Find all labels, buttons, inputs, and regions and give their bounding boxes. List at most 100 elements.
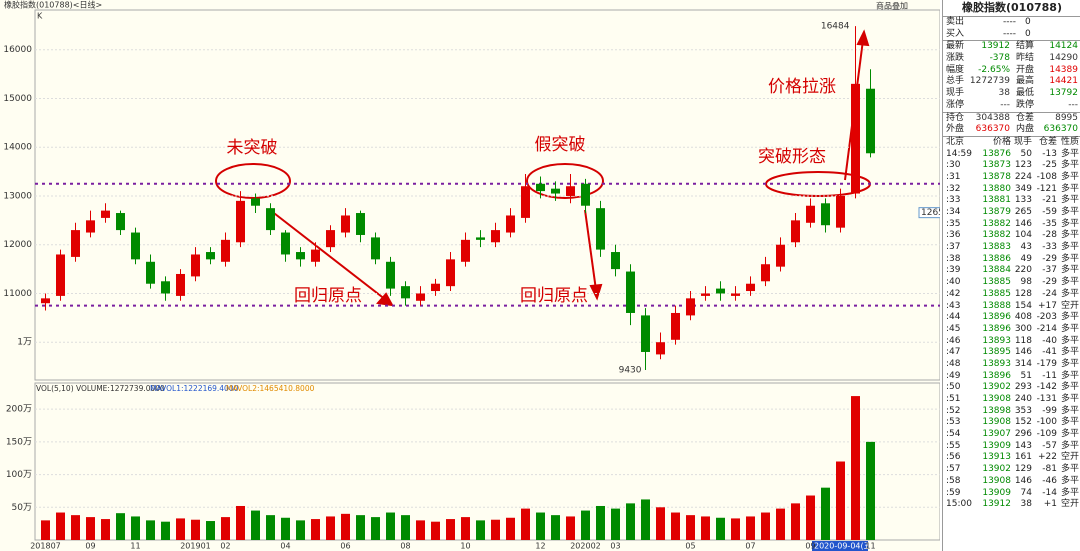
- cell: 空开: [1060, 499, 1079, 510]
- candle-body: [236, 200, 245, 243]
- volume-bar: [686, 515, 695, 540]
- cell: 幅度: [946, 64, 965, 75]
- tick-row: :59 13909 74 -14 多平: [943, 488, 1080, 500]
- tick-row: :35 13882 146 -35 多平: [943, 219, 1080, 231]
- cell: 240: [1014, 394, 1032, 404]
- volume-bar: [461, 517, 470, 540]
- annotation: 价格拉涨: [768, 77, 836, 97]
- cell: 314: [1014, 358, 1032, 369]
- high-label: 16484: [821, 22, 850, 32]
- cell: -179: [1036, 358, 1057, 369]
- candle-body: [821, 203, 830, 226]
- cell: 多平: [1060, 358, 1079, 369]
- x-tick-label: 06: [340, 542, 350, 551]
- volume-bar: [866, 441, 875, 540]
- cell: :51: [946, 394, 961, 404]
- candle-body: [311, 249, 320, 262]
- cell: -33: [1042, 242, 1057, 253]
- cell: 14290: [1049, 53, 1078, 64]
- volume-bar: [341, 513, 350, 540]
- cell: 300: [1014, 323, 1032, 334]
- cell: -99: [1042, 405, 1057, 416]
- cell: 多平: [1060, 253, 1079, 264]
- cell: 多平: [1060, 265, 1079, 276]
- volume-bar: [206, 521, 215, 540]
- cell: -131: [1036, 394, 1057, 404]
- cell: 13885: [982, 288, 1011, 299]
- cell: 13896: [982, 312, 1011, 323]
- candle-body: [416, 293, 425, 301]
- tick-row: :46 13893 118 -40 多平: [943, 336, 1080, 348]
- cell: :38: [946, 253, 961, 264]
- cell: -21: [1042, 195, 1057, 206]
- cell: ---: [1000, 99, 1010, 110]
- cell: 14124: [1049, 41, 1078, 52]
- cell: 1272739: [969, 76, 1010, 87]
- cell: 性质: [1060, 136, 1079, 147]
- cell: 多平: [1060, 335, 1079, 346]
- cell: 最高: [1016, 76, 1035, 87]
- volume-legend: MAVOL2:1465410.8000: [226, 384, 315, 393]
- annotation: 未突破: [227, 138, 278, 158]
- cell: 98: [1020, 277, 1032, 288]
- cell: 多平: [1060, 183, 1079, 194]
- cell: +1: [1043, 499, 1057, 510]
- candle-body: [461, 239, 470, 262]
- cell: -121: [1036, 183, 1057, 194]
- volume-frame: [34, 382, 940, 541]
- volume-bar: [791, 503, 800, 540]
- candle-body: [671, 312, 680, 340]
- candle-body: [281, 232, 290, 255]
- cell: 13896: [982, 370, 1011, 381]
- volume-bar: [701, 516, 710, 540]
- volume-bar: [101, 519, 110, 540]
- cell: :45: [946, 323, 961, 334]
- cell: 13886: [982, 253, 1011, 264]
- x-tick-label: 05: [685, 542, 695, 551]
- cell: -40: [1042, 335, 1057, 346]
- arrowhead: [376, 292, 394, 307]
- volume-bar: [296, 520, 305, 540]
- x-tick-label: 02: [220, 542, 230, 551]
- cell: 13879: [982, 207, 1011, 217]
- cell: 14:59: [946, 148, 972, 159]
- cell: :52: [946, 405, 961, 416]
- overlay-button[interactable]: 商品叠加: [876, 1, 908, 11]
- volume-bar: [566, 516, 575, 540]
- y-tick-label: 200万: [6, 405, 32, 415]
- cell: 129: [1014, 464, 1032, 475]
- candle-body: [746, 283, 755, 292]
- cell: -11: [1042, 370, 1057, 381]
- volume-bar: [581, 510, 590, 540]
- arrow: [584, 209, 597, 291]
- cell: 13902: [982, 382, 1011, 393]
- cell: 13878: [982, 171, 1011, 182]
- cell: :53: [946, 417, 961, 428]
- volume-bar: [821, 487, 830, 540]
- volume-bar: [191, 519, 200, 540]
- cell: 349: [1014, 183, 1032, 194]
- tick-row: :49 13896 51 -11 多平: [943, 371, 1080, 383]
- volume-legend: VOL(5,10) VOLUME:1272739.0000: [36, 384, 165, 393]
- cell: :56: [946, 452, 961, 463]
- cell: 外盘: [946, 124, 965, 135]
- tick-row: :55 13909 143 -57 多平: [943, 441, 1080, 453]
- cell: 118: [1014, 335, 1032, 346]
- candle-body: [386, 261, 395, 289]
- ellipse: [215, 163, 291, 199]
- cell: -46: [1042, 475, 1057, 486]
- x-tick-label: 12: [535, 542, 545, 551]
- cell: 卖出: [946, 17, 965, 27]
- cell: 13912: [981, 41, 1010, 52]
- candle-body: [551, 188, 560, 194]
- x-tick-label: 09: [805, 542, 815, 551]
- volume-bar: [131, 516, 140, 540]
- cell: 293: [1014, 382, 1032, 393]
- candle-body: [626, 271, 635, 313]
- volume-bar: [746, 516, 755, 540]
- tick-row: 15:00 13912 38 +1 空开: [943, 499, 1080, 511]
- candle-body: [866, 88, 875, 154]
- cell: 0: [1025, 17, 1031, 27]
- y-tick-label: 12000: [3, 240, 32, 250]
